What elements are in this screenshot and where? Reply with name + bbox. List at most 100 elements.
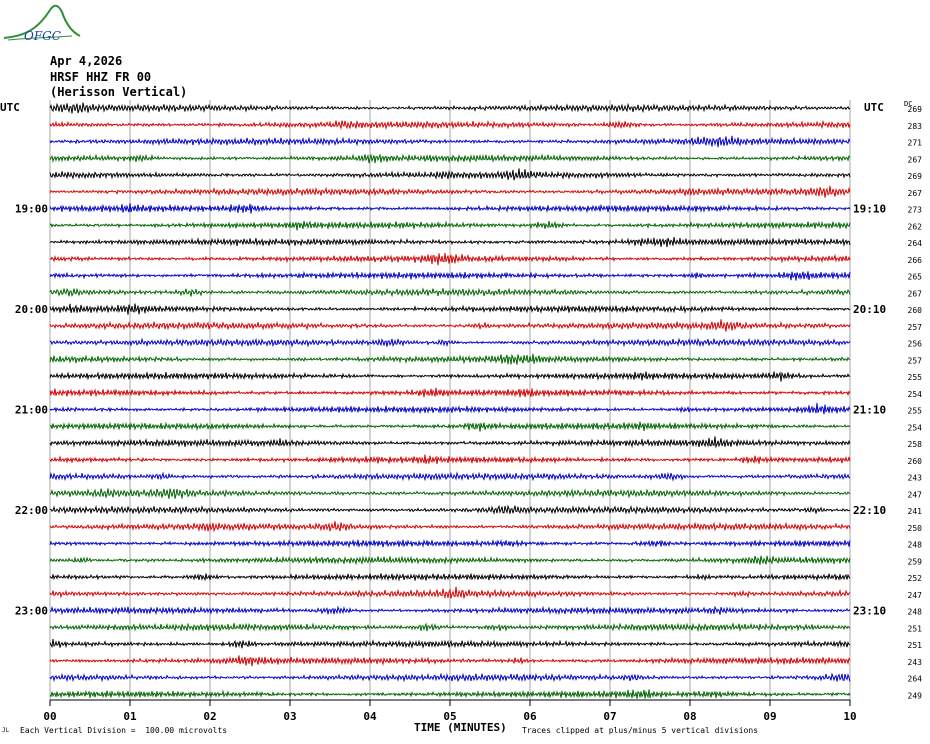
seismic-trace [49, 153, 851, 164]
right-hour-label: 22:10 [853, 504, 886, 517]
dc-offset-label: 247 [908, 490, 923, 499]
seismic-trace [49, 319, 851, 332]
footer-mark: JL [2, 727, 10, 734]
dc-offset-label: 243 [908, 474, 923, 483]
seismic-trace [49, 402, 851, 415]
x-tick-label: 03 [283, 710, 296, 723]
seismic-trace [49, 586, 851, 600]
dc-offset-label: 248 [908, 608, 923, 617]
left-hour-label: 22:00 [15, 504, 48, 517]
clip-note: Traces clipped at plus/minus 5 vertical … [522, 726, 759, 735]
dc-offset-label: 257 [908, 323, 923, 332]
seismic-trace [49, 622, 851, 633]
x-tick-label: 07 [603, 710, 616, 723]
seismic-trace [49, 220, 851, 231]
seismic-trace [49, 252, 851, 266]
left-hour-label: 19:00 [15, 203, 48, 216]
seismic-trace [49, 572, 851, 582]
seismic-trace [49, 655, 851, 667]
x-tick-label: 08 [683, 710, 696, 723]
axis-labels: UTC UTC DC 00 01 02 03 04 05 06 07 08 09 10 269 283 2… [0, 100, 922, 723]
dc-offset-label: 264 [908, 239, 923, 248]
logo-text: OFGC [24, 29, 61, 43]
dc-offset-label: 248 [908, 541, 923, 550]
seismic-trace [49, 421, 851, 432]
left-utc-label: UTC [0, 101, 20, 114]
seismic-trace [49, 504, 851, 515]
x-tick-label: 06 [523, 710, 537, 723]
seismic-trace [49, 102, 851, 114]
seismic-trace [49, 185, 851, 198]
station-description: (Herisson Vertical) [50, 85, 188, 99]
dc-offset-label: 283 [908, 122, 923, 131]
seismic-trace [49, 436, 851, 449]
seismic-trace [49, 270, 851, 281]
right-utc-label: UTC [864, 101, 884, 114]
dc-offset-label: 259 [908, 557, 923, 566]
dc-offset-label: 254 [908, 390, 923, 399]
dc-offset-label: 254 [908, 423, 923, 432]
seismic-trace [49, 689, 851, 699]
seismic-trace [49, 471, 851, 482]
seismic-trace [49, 371, 851, 382]
seismic-trace [49, 538, 851, 549]
dc-offset-label: 256 [908, 340, 923, 349]
x-tick-label: 01 [123, 710, 137, 723]
x-tick-label: 10 [843, 710, 856, 723]
seismic-trace [49, 337, 851, 348]
dc-offset-label: 247 [908, 591, 923, 600]
dc-offset-label: 267 [908, 289, 923, 298]
x-tick-label: 00 [43, 710, 56, 723]
seismic-trace [49, 672, 851, 683]
right-hour-label: 21:10 [853, 404, 886, 417]
dc-offset-label: 262 [908, 222, 923, 231]
dc-offset-label: 267 [908, 189, 923, 198]
dc-offset-label: 258 [908, 440, 923, 449]
dc-offset-label: 249 [908, 691, 923, 700]
plot-date: Apr 4,2026 [50, 54, 123, 68]
dc-offset-label: 265 [908, 273, 923, 282]
dc-offset-label: 257 [908, 356, 923, 365]
seismic-trace [49, 303, 851, 315]
right-hour-label: 20:10 [853, 303, 886, 316]
station-code: HRSF HHZ FR 00 [50, 70, 152, 84]
dc-label: DC [904, 100, 912, 108]
traces [49, 102, 851, 699]
ofgc-logo: OFGC [3, 4, 81, 43]
dc-offset-label: 251 [908, 641, 923, 650]
dc-offset-label: 255 [908, 407, 923, 416]
seismic-trace [49, 387, 851, 398]
dc-offset-label: 260 [908, 457, 923, 466]
seismic-trace [49, 488, 851, 499]
seismic-trace [49, 287, 851, 298]
seismic-trace [49, 639, 851, 649]
left-hour-label: 23:00 [15, 605, 48, 618]
dc-offset-label: 269 [908, 172, 923, 181]
grid [49, 100, 851, 706]
dc-offset-label: 241 [908, 507, 923, 516]
seismic-trace [49, 454, 851, 465]
dc-offset-label: 260 [908, 306, 923, 315]
dc-offset-label: 243 [908, 658, 923, 667]
vertical-division-note: Each Vertical Division = 100.00 microvol… [20, 726, 228, 735]
seismic-trace [49, 605, 851, 616]
dc-offset-label: 271 [908, 139, 923, 148]
seismic-trace [49, 135, 851, 148]
left-hour-label: 20:00 [15, 303, 48, 316]
dc-offset-label: 255 [908, 373, 923, 382]
right-hour-label: 19:10 [853, 203, 886, 216]
seismic-trace [49, 353, 851, 365]
dc-offset-label: 269 [908, 105, 923, 114]
dc-offset-label: 267 [908, 155, 923, 164]
x-tick-label: 04 [363, 710, 377, 723]
x-axis-title: TIME (MINUTES) [414, 721, 507, 734]
x-tick-label: 02 [203, 710, 216, 723]
seismic-trace [49, 168, 851, 181]
dc-offset-label: 252 [908, 574, 923, 583]
seismic-trace [49, 202, 851, 214]
seismic-trace [49, 521, 851, 533]
right-hour-label: 23:10 [853, 605, 886, 618]
seismic-trace [49, 119, 851, 130]
